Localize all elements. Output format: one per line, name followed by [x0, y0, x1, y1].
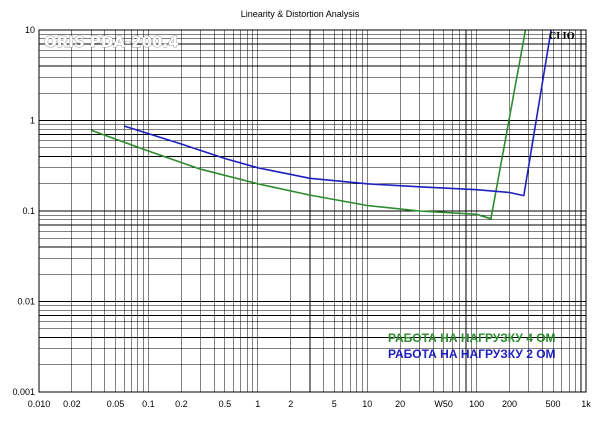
x-tick-label: 10: [362, 399, 372, 409]
series-line-1: [90, 30, 527, 220]
brand-logo: CLIO: [549, 32, 575, 42]
x-tick-label: 1k: [581, 399, 591, 409]
y-tick-label: 1: [30, 116, 35, 126]
y-tick-label: 0.01: [17, 297, 35, 307]
y-tick-label: 0.1: [22, 206, 35, 216]
x-tick-label: 5: [332, 399, 337, 409]
x-axis: 0.010 0.02 0.05 0.1 0.2 0.5 1 2 5 10 20 W50 100 200 50…: [28, 399, 592, 409]
x-tick-label: 500: [546, 399, 561, 409]
legend-entry-2: РАБОТА НА НАГРУЗКУ 2 ОМ: [388, 347, 556, 361]
x-tick-label: 100: [469, 399, 484, 409]
x-tick-label: 20: [395, 399, 405, 409]
grid: [39, 30, 586, 392]
y-tick-label: 10: [25, 25, 35, 35]
series-line-2: [123, 30, 552, 197]
plot-frame: [38, 29, 587, 393]
x-tick-label: 0.010: [28, 399, 51, 409]
y-axis: 0.001 0.01 0.1 1 10: [12, 25, 35, 397]
x-tick-label: 2: [288, 399, 293, 409]
y-tick-label: 0.001: [12, 387, 35, 397]
series-group: [90, 30, 552, 220]
legend-entry-1: РАБОТА НА НАГРУЗКУ 4 ОМ: [388, 331, 556, 345]
x-tick-label: 0.05: [107, 399, 125, 409]
x-tick-label: 0.1: [142, 399, 155, 409]
chart-title: Linearity & Distortion Analysis: [241, 9, 360, 19]
x-tick-label: 0.02: [63, 399, 81, 409]
x-tick-label: W50: [434, 399, 453, 409]
legend: РАБОТА НА НАГРУЗКУ 4 ОМ РАБОТА НА НАГРУЗК…: [388, 331, 556, 361]
x-tick-label: 0.5: [219, 399, 232, 409]
x-tick-label: 0.2: [175, 399, 188, 409]
x-tick-label: 200: [502, 399, 517, 409]
model-label: ORIS PDA-200.4: [44, 33, 179, 51]
x-tick-label: 1: [255, 399, 260, 409]
